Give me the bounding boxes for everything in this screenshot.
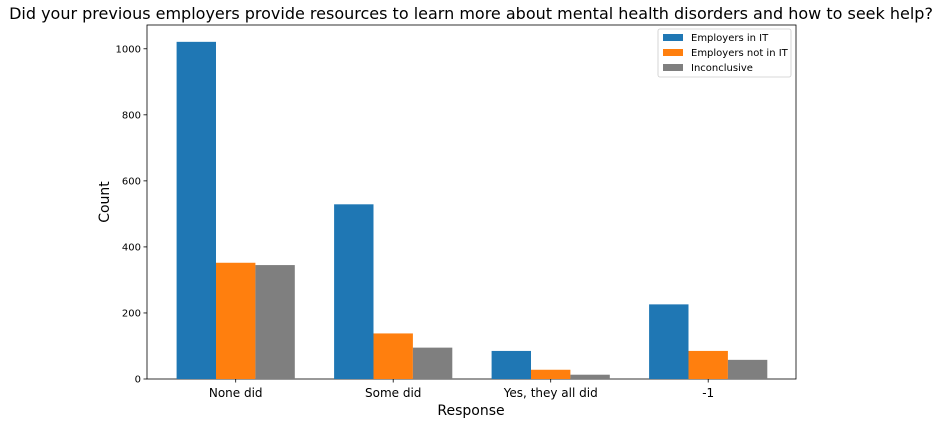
- legend-label-2: Inconclusive: [691, 63, 753, 74]
- bars-group: [176, 41, 768, 379]
- bar-3-0: [649, 304, 689, 379]
- legend-label-1: Employers not in IT: [691, 48, 789, 59]
- legend: Employers in IT Employers not in IT Inconc…: [657, 28, 792, 78]
- bar-1-0: [334, 204, 374, 379]
- x-axis-ticks: None did Some did Yes, they all did -1: [209, 379, 714, 400]
- bar-2-2: [570, 374, 610, 379]
- legend-swatch-0: [663, 34, 683, 41]
- bar-3-1: [688, 350, 728, 379]
- x-tick-label-2: Yes, they all did: [503, 386, 598, 400]
- legend-swatch-2: [663, 64, 683, 71]
- bar-2-0: [491, 350, 531, 379]
- y-tick-label-5: 1000: [116, 44, 141, 55]
- x-tick-label-3: -1: [702, 386, 714, 400]
- legend-label-0: Employers in IT: [691, 33, 769, 44]
- chart-title: Did your previous employers provide reso…: [9, 4, 933, 23]
- y-axis-ticks: 0 200 400 600 800 1000: [116, 44, 147, 386]
- y-tick-label-0: 0: [135, 375, 141, 386]
- bar-0-0: [176, 41, 216, 379]
- bar-2-1: [531, 369, 571, 379]
- legend-box: [657, 28, 792, 78]
- y-tick-label-2: 400: [122, 242, 141, 253]
- legend-swatch-1: [663, 49, 683, 56]
- y-tick-label-1: 200: [122, 308, 141, 319]
- y-tick-label-3: 600: [122, 176, 141, 187]
- x-tick-label-1: Some did: [365, 386, 421, 400]
- bar-1-2: [412, 347, 453, 379]
- x-tick-label-0: None did: [209, 386, 263, 400]
- bar-0-1: [216, 262, 256, 379]
- plot-area: [146, 24, 797, 380]
- x-axis-label: Response: [437, 403, 504, 419]
- bar-3-2: [727, 359, 768, 379]
- y-axis-label: Count: [97, 181, 113, 223]
- y-tick-label-4: 800: [122, 110, 141, 121]
- bar-0-2: [255, 265, 295, 379]
- bar-1-1: [373, 333, 413, 379]
